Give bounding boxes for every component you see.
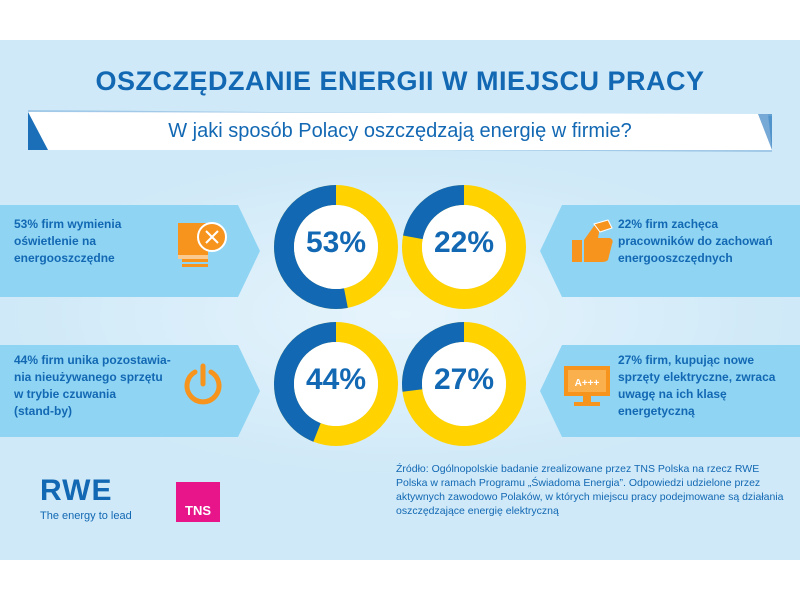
monitor-label: A+++ <box>575 378 600 389</box>
info-box-3 <box>0 345 260 437</box>
donut-slice-value <box>402 185 526 309</box>
subtitle: W jaki sposób Polacy oszczędzają energię… <box>168 120 632 142</box>
donut-chart-22 <box>402 185 526 309</box>
donut-hole <box>294 205 378 289</box>
donut-label-27: 27% <box>433 363 495 396</box>
donut-chart-27 <box>402 322 526 446</box>
donut-slice-value <box>402 322 526 446</box>
donut-chart-44 <box>274 322 398 446</box>
donut-label-22: 22% <box>433 226 495 259</box>
donut-hole <box>422 205 506 289</box>
info-text-3: 44% firm unika pozostawia-nia nieużywane… <box>14 353 171 418</box>
donut-slice-value <box>274 185 398 309</box>
rwe-logo: RWE <box>40 474 113 507</box>
tns-logo: TNS <box>176 482 220 522</box>
donut-hole <box>294 342 378 426</box>
info-text-2: 22% firm zachęca pracowników do zachowań e… <box>618 217 773 265</box>
power-icon <box>184 363 222 405</box>
monitor-icon: A+++ <box>564 366 610 406</box>
subtitle-banner <box>28 110 772 152</box>
donut-chart-53 <box>274 185 398 309</box>
info-text-1: 53% firm wymienia oświetlenie na energoosz… <box>14 217 122 265</box>
donut-hole <box>422 342 506 426</box>
donut-label-53: 53% <box>305 226 367 259</box>
source-note: Źródło: Ogólnopolskie badanie zrealizowa… <box>396 463 784 517</box>
donut-label-44: 44% <box>305 363 367 396</box>
rwe-tagline: The energy to lead <box>40 510 132 522</box>
thumbs-up-icon <box>572 219 613 262</box>
donut-slice-value <box>274 322 398 446</box>
info-text-4: 27% firm, kupując nowe sprzęty elektryczn… <box>618 353 776 418</box>
lightbulb-icon <box>178 222 227 267</box>
page-title: OSZCZĘDZANIE ENERGII W MIEJSCU PRACY <box>95 66 705 96</box>
